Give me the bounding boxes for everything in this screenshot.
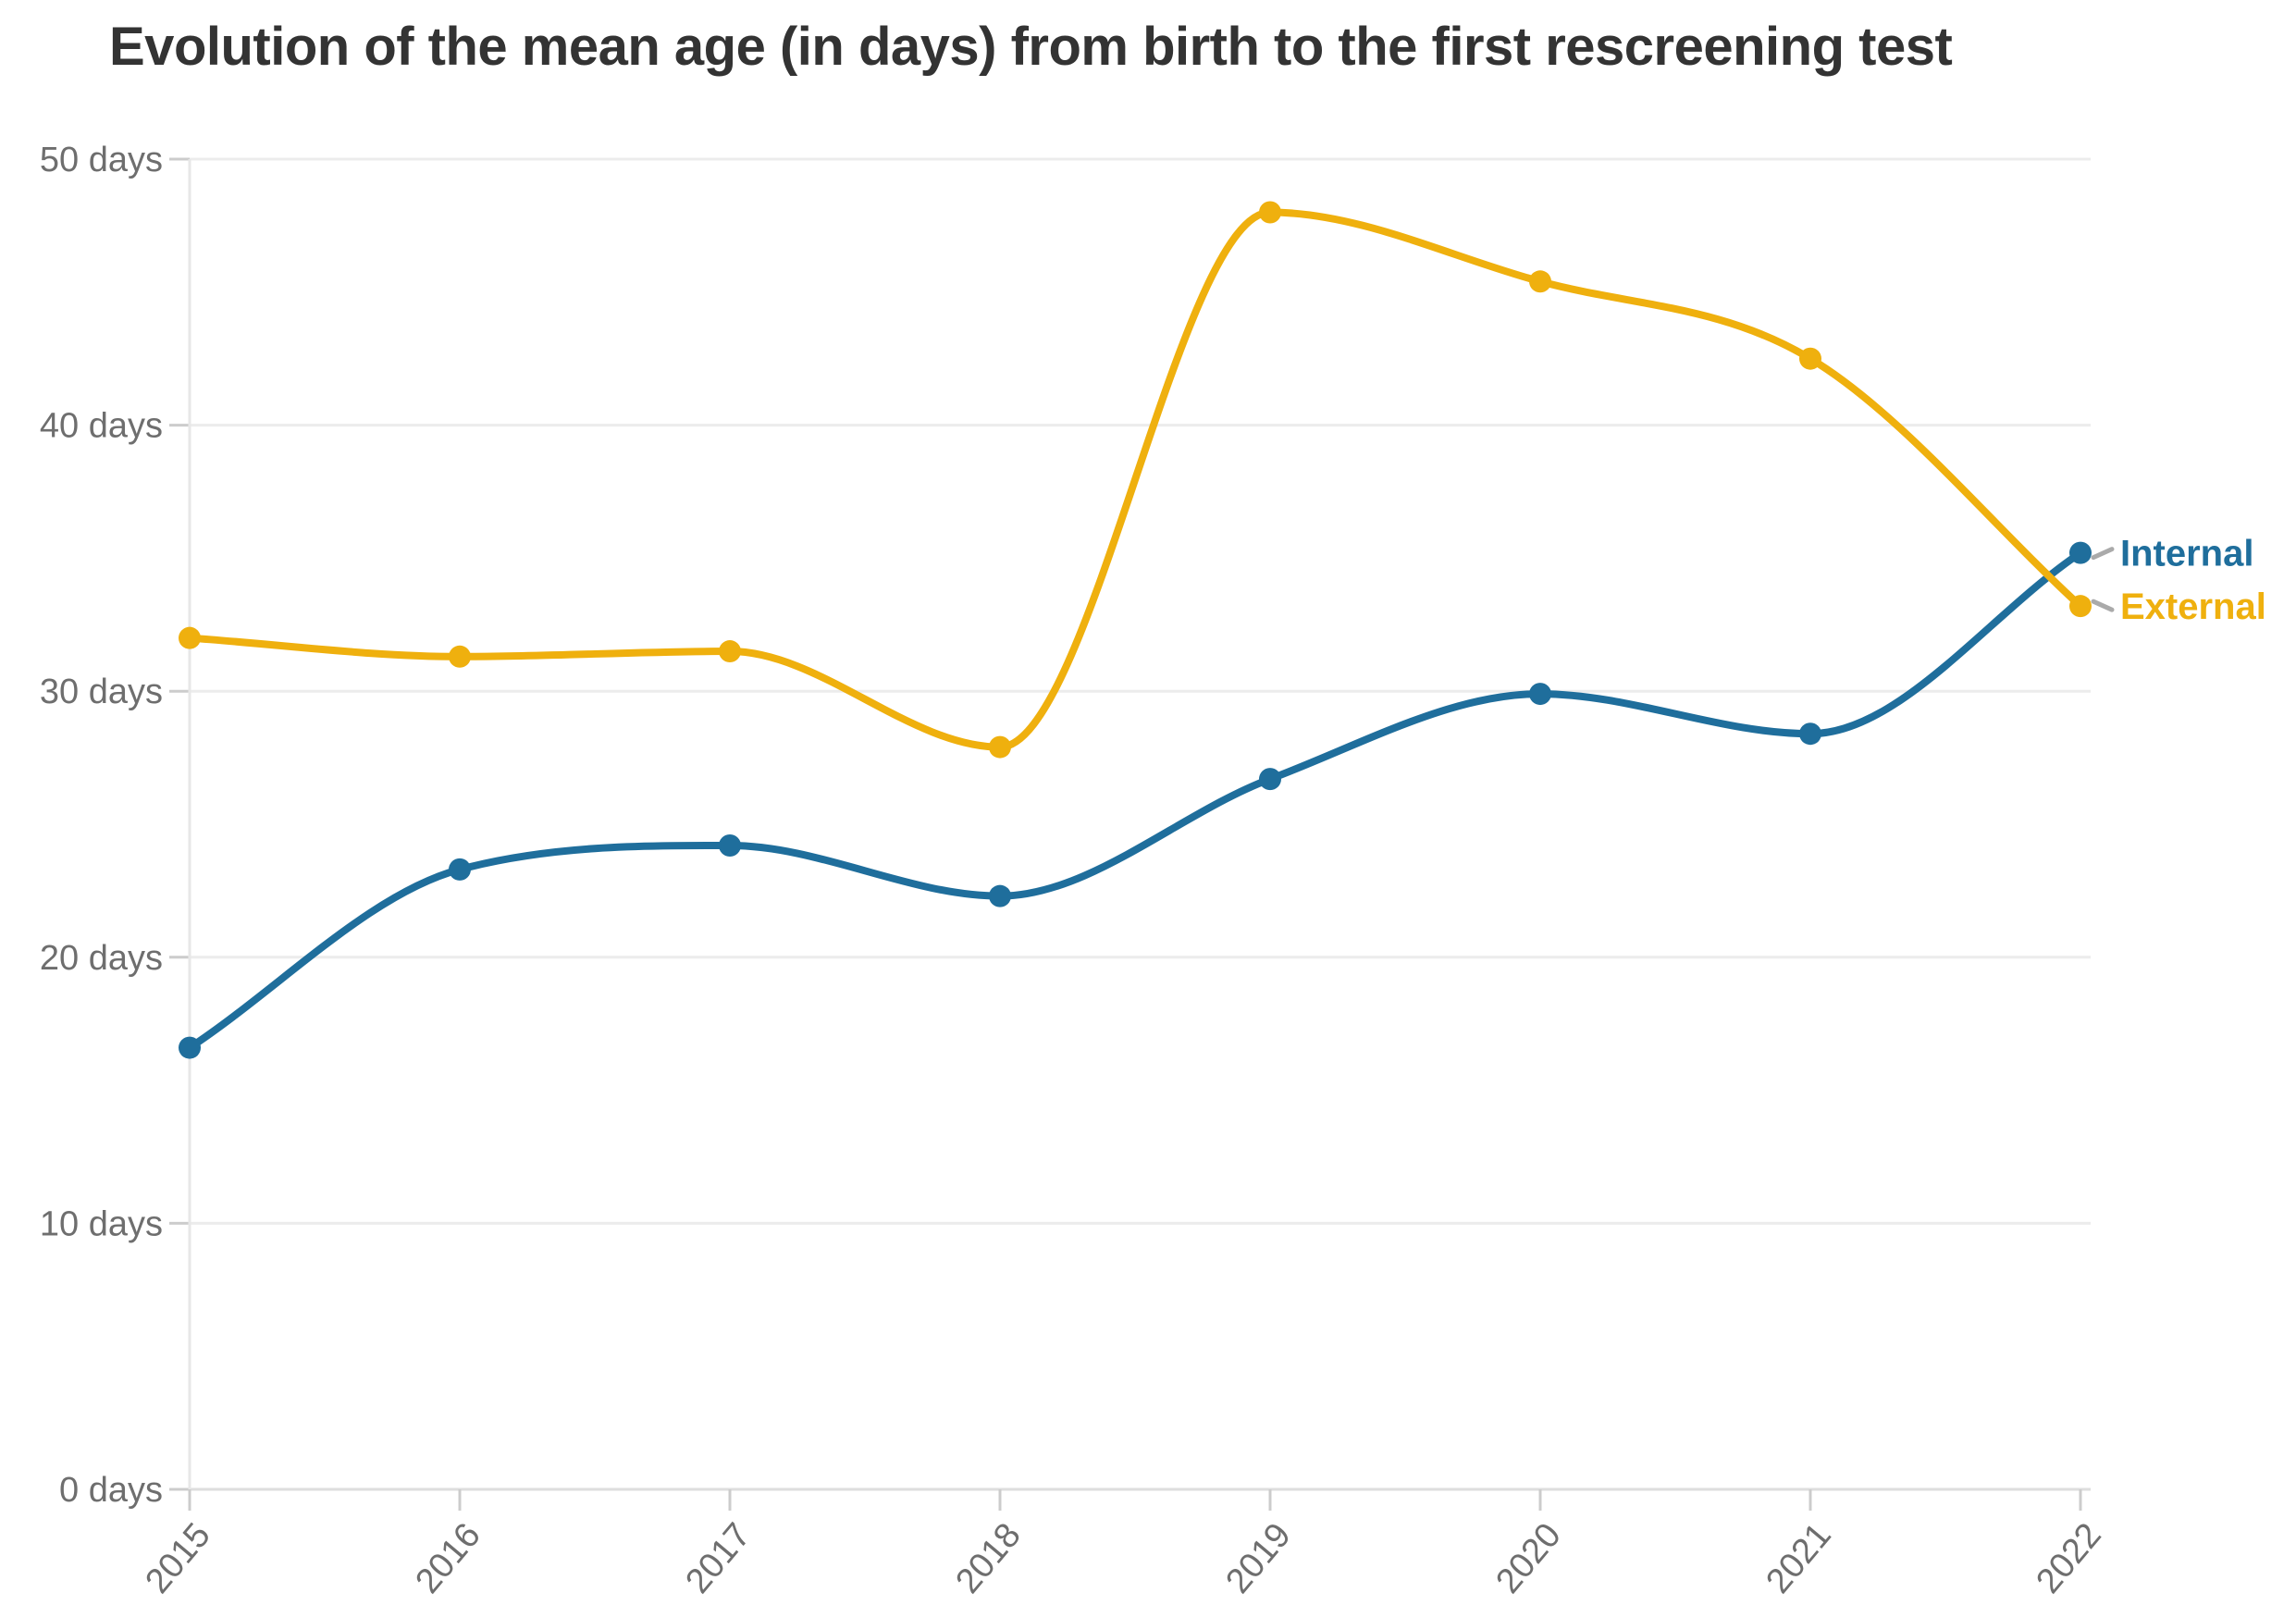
data-point-internal[interactable]	[1529, 683, 1551, 706]
x-axis-tick-label: 2016	[408, 1516, 488, 1601]
data-point-internal[interactable]	[719, 834, 741, 858]
data-point-internal[interactable]	[179, 1036, 201, 1059]
y-axis-tick-label: 20 days	[40, 939, 163, 978]
chart-title: Evolution of the mean age (in days) from…	[109, 17, 1953, 77]
data-point-external[interactable]	[719, 640, 741, 663]
data-point-internal[interactable]	[989, 884, 1011, 907]
data-point-external[interactable]	[1799, 347, 1821, 370]
data-point-external[interactable]	[2069, 595, 2092, 618]
data-point-external[interactable]	[179, 626, 201, 649]
data-point-internal[interactable]	[2069, 541, 2092, 564]
y-axis-tick-label: 10 days	[40, 1204, 163, 1243]
x-axis-tick-label: 2018	[948, 1516, 1029, 1601]
data-point-internal[interactable]	[1799, 722, 1821, 746]
y-axis-tick-label: 40 days	[40, 407, 163, 446]
data-point-external[interactable]	[449, 645, 471, 668]
x-axis-tick-label: 2015	[138, 1516, 218, 1601]
series-end-label-external: External	[2120, 586, 2266, 627]
y-axis-tick-label: 0 days	[59, 1471, 163, 1510]
series-line-internal	[186, 549, 2084, 1052]
legend-connector-external	[2091, 599, 2115, 612]
x-axis-tick-label: 2021	[1759, 1516, 1839, 1601]
data-point-internal[interactable]	[449, 858, 471, 881]
x-axis-tick-label: 2017	[678, 1516, 759, 1601]
data-point-internal[interactable]	[1259, 768, 1281, 791]
y-axis-tick-label: 30 days	[40, 673, 163, 711]
data-point-external[interactable]	[1259, 201, 1281, 224]
data-point-external[interactable]	[989, 735, 1011, 759]
x-axis-tick-label: 2022	[2029, 1516, 2109, 1601]
legend-connector-internal	[2091, 547, 2115, 561]
series-line-external	[186, 208, 2084, 751]
series-end-label-internal: Internal	[2120, 534, 2253, 574]
x-axis-tick-label: 2019	[1218, 1516, 1299, 1601]
y-axis-tick-label: 50 days	[40, 141, 163, 179]
x-axis-tick-label: 2020	[1488, 1516, 1569, 1601]
data-point-external[interactable]	[1529, 270, 1551, 293]
